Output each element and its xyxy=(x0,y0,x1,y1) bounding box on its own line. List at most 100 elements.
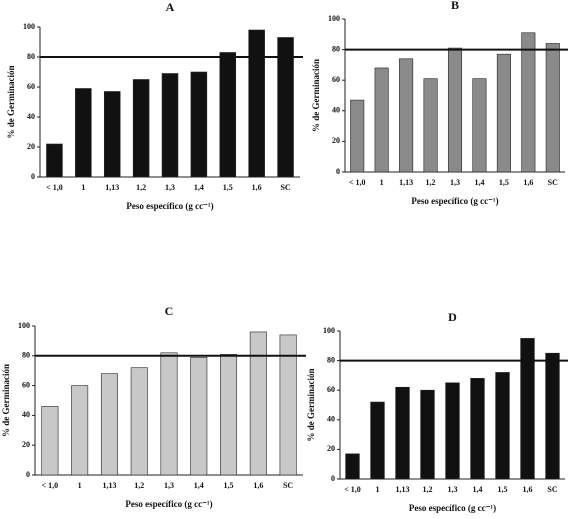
bar xyxy=(46,143,63,178)
x-tick-label: 1,3 xyxy=(165,183,175,192)
x-tick-label: 1,2 xyxy=(134,481,144,490)
x-tick-label: 1,3 xyxy=(164,481,174,490)
x-tick-label: 1,4 xyxy=(194,183,204,192)
y-tick-label: 60 xyxy=(332,75,340,84)
x-tick-label: 1,6 xyxy=(252,183,262,192)
y-tick-label: 20 xyxy=(327,444,335,453)
x-tick-label: SC xyxy=(280,183,290,192)
bar xyxy=(521,32,536,173)
y-tick-label: 60 xyxy=(22,380,30,389)
chart-title: B xyxy=(451,0,459,12)
y-tick-label: 100 xyxy=(328,14,340,23)
bar xyxy=(470,378,485,480)
bar xyxy=(350,99,365,173)
x-tick-label: 1,13 xyxy=(105,183,119,192)
bar xyxy=(160,352,178,476)
y-axis-label: % de Germinación xyxy=(1,364,11,437)
y-tick-label: 0 xyxy=(31,172,35,181)
x-tick-label: 1,3 xyxy=(448,485,458,494)
y-tick-label: 40 xyxy=(327,415,335,424)
x-tick-label: 1,6 xyxy=(253,481,263,490)
x-axis-label: Peso específico (g cc⁻¹) xyxy=(411,196,498,206)
x-tick-label: < 1,0 xyxy=(42,481,59,490)
x-tick-label: 1,6 xyxy=(523,178,533,187)
x-tick-label: 1 xyxy=(78,481,82,490)
bar xyxy=(103,91,121,178)
bar xyxy=(420,389,435,480)
y-tick-label: 40 xyxy=(332,106,340,115)
y-tick-label: 0 xyxy=(331,474,335,483)
x-tick-label: 1,6 xyxy=(523,485,533,494)
x-tick-label: 1,5 xyxy=(223,183,233,192)
y-tick-label: 100 xyxy=(323,326,335,335)
y-tick-label: 100 xyxy=(23,22,35,31)
x-axis-label: Peso específico (g cc⁻¹) xyxy=(409,503,496,513)
bar xyxy=(277,37,294,178)
x-tick-label: SC xyxy=(548,178,558,187)
x-tick-label: 1,4 xyxy=(473,485,483,494)
y-tick-label: 60 xyxy=(27,82,35,91)
y-tick-label: 40 xyxy=(22,410,30,419)
y-tick-label: 60 xyxy=(327,385,335,394)
bar xyxy=(219,52,237,178)
x-tick-label: 1,5 xyxy=(499,178,509,187)
bar xyxy=(447,47,463,173)
x-tick-label: 1,5 xyxy=(224,481,234,490)
y-tick-label: 80 xyxy=(327,355,335,364)
bar xyxy=(161,73,179,178)
bar xyxy=(370,401,385,480)
bar xyxy=(190,71,208,178)
bar xyxy=(399,58,414,173)
y-tick-label: 80 xyxy=(22,351,30,360)
bar xyxy=(345,453,360,480)
y-tick-label: 40 xyxy=(27,112,35,121)
y-tick-label: 20 xyxy=(22,440,30,449)
y-tick-label: 80 xyxy=(332,44,340,53)
bar xyxy=(545,352,560,480)
x-tick-label: 1,5 xyxy=(498,485,508,494)
x-tick-label: < 1,0 xyxy=(349,178,366,187)
x-tick-label: 1 xyxy=(380,178,384,187)
bar xyxy=(249,331,267,476)
bar xyxy=(279,334,297,476)
chart-title: C xyxy=(165,304,174,318)
x-tick-label: 1,3 xyxy=(450,178,460,187)
x-tick-label: 1,2 xyxy=(426,178,436,187)
bar xyxy=(395,386,410,480)
x-tick-label: 1,13 xyxy=(102,481,116,490)
bar xyxy=(41,406,59,476)
bar xyxy=(190,356,208,476)
bar xyxy=(545,43,560,173)
bar xyxy=(445,382,460,480)
y-tick-label: 80 xyxy=(27,52,35,61)
y-axis-label: % de Germinación xyxy=(306,369,316,442)
x-tick-label: < 1,0 xyxy=(46,183,63,192)
bar xyxy=(374,67,389,173)
x-tick-label: SC xyxy=(547,485,557,494)
x-tick-label: SC xyxy=(283,481,293,490)
y-tick-label: 0 xyxy=(26,470,30,479)
x-tick-label: 1,13 xyxy=(399,178,413,187)
bar xyxy=(496,53,511,173)
x-tick-label: 1,4 xyxy=(194,481,204,490)
y-tick-label: 100 xyxy=(18,321,30,330)
bar xyxy=(495,372,510,480)
y-tick-label: 20 xyxy=(332,136,340,145)
bar xyxy=(75,88,92,178)
bar xyxy=(130,367,148,476)
bar xyxy=(71,385,89,476)
x-tick-label: 1 xyxy=(376,485,380,494)
chart-title: D xyxy=(448,310,457,324)
x-axis-label: Peso específico (g cc⁻¹) xyxy=(125,499,212,509)
y-tick-label: 20 xyxy=(27,142,35,151)
bar xyxy=(132,79,150,178)
y-axis-label: % de Germinación xyxy=(6,66,16,139)
x-tick-label: 1,2 xyxy=(423,485,433,494)
x-axis-label: Peso específico (g cc⁻¹) xyxy=(126,201,213,211)
y-axis-label: % de Germinación xyxy=(311,59,321,132)
x-tick-label: 1,4 xyxy=(474,178,484,187)
bar xyxy=(472,78,487,173)
x-tick-label: 1,2 xyxy=(136,183,146,192)
bar xyxy=(248,29,265,178)
